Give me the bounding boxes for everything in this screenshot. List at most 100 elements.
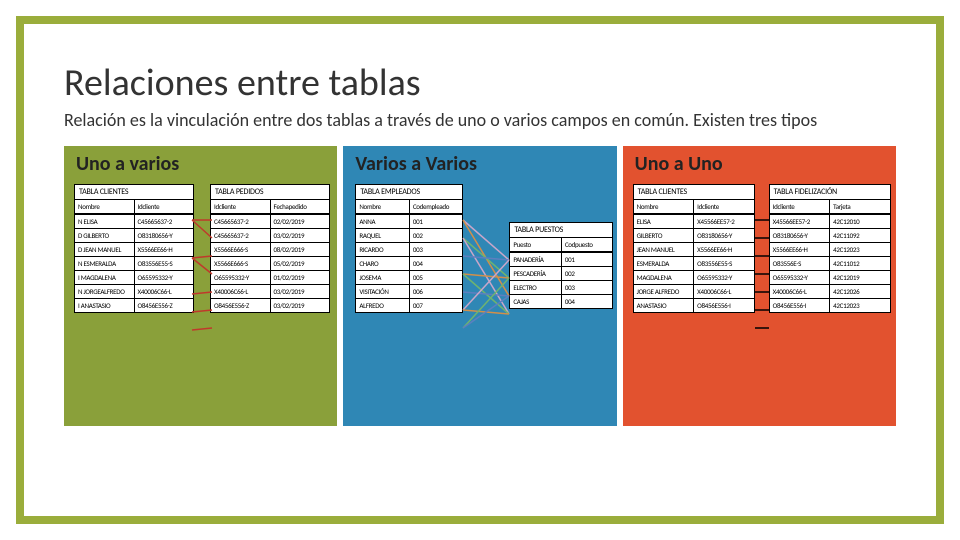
panel-title: Uno a varios xyxy=(72,152,329,176)
table-row: O83556E-S42C11012 xyxy=(770,256,890,270)
table-cell: N JORGEALFREDO xyxy=(75,285,135,298)
table-cell: 42C12010 xyxy=(830,215,890,228)
table-cell: 42C11012 xyxy=(830,257,890,270)
table-cell: JEAN MANUEL xyxy=(634,243,695,256)
table-cell: N ESMERALDA xyxy=(75,257,135,270)
table-row: O65595332-Y42C12019 xyxy=(770,270,890,284)
table-row: X5566EE66-H42C12023 xyxy=(770,242,890,256)
table-header-cell: Codempleado xyxy=(410,200,463,213)
mini-table: TABLA CLIENTESNombreIdclienteELISAX45566… xyxy=(633,184,755,313)
table-cell: 03/02/2019 xyxy=(271,299,330,312)
table-row: O83180656-Y42C11092 xyxy=(770,228,890,242)
table-cell: 03/02/2019 xyxy=(271,285,330,298)
table-row: X45566EE57-242C12010 xyxy=(770,214,890,228)
table-cell: 05/02/2019 xyxy=(271,257,330,270)
table-title: TABLA PUESTOS xyxy=(510,223,612,238)
table-cell: O83556E55-S xyxy=(135,257,194,270)
panel-body: TABLA CLIENTESNombreIdclienteN ELISAC456… xyxy=(72,182,329,418)
table-row: RAQUEL002 xyxy=(356,228,462,242)
table-header-cell: Nombre xyxy=(75,200,135,213)
table-cell: D GILBERTO xyxy=(75,229,135,242)
mini-table: TABLA CLIENTESNombreIdclienteN ELISAC456… xyxy=(74,184,194,313)
table-cell: X40006C66-L xyxy=(770,285,831,298)
table-cell: 004 xyxy=(562,295,613,308)
table-cell: O8456E556-Z xyxy=(135,299,194,312)
relation-panel: Uno a UnoTABLA CLIENTESNombreIdclienteEL… xyxy=(623,146,896,426)
table-cell: 42C12026 xyxy=(830,285,890,298)
columns-container: Uno a variosTABLA CLIENTESNombreIdclient… xyxy=(64,146,896,426)
table-row: D JEAN MANUELX5566EE66-H xyxy=(75,242,193,256)
table-cell: 002 xyxy=(410,229,463,242)
table-cell: X5566E666-S xyxy=(211,243,271,256)
table-row: ALFREDO007 xyxy=(356,298,462,312)
table-cell: X45566EE57-2 xyxy=(770,215,831,228)
table-header-cell: Tarjeta xyxy=(830,200,890,213)
table-row: CHARO004 xyxy=(356,256,462,270)
table-cell: C45665637-2 xyxy=(211,229,271,242)
table-cell: N ELISA xyxy=(75,215,135,228)
table-row: JEAN MANUELX5566EE66-H xyxy=(634,242,754,256)
table-cell: O83180656-Y xyxy=(770,229,831,242)
table-cell: 007 xyxy=(410,299,463,312)
table-cell: X5566EE66-H xyxy=(135,243,194,256)
table-title: TABLA CLIENTES xyxy=(75,185,193,200)
table-header-cell: Idcliente xyxy=(694,200,754,213)
table-header-cell: Idcliente xyxy=(135,200,194,213)
table-cell: O65595332-Y xyxy=(770,271,831,284)
table-row: CAJAS004 xyxy=(510,294,612,308)
table-cell: ELECTRO xyxy=(510,281,562,294)
table-row: I ANASTASIOO8456E556-Z xyxy=(75,298,193,312)
table-cell: 003 xyxy=(410,243,463,256)
table-cell: O65595332-Y xyxy=(694,271,754,284)
table-cell: I ANASTASIO xyxy=(75,299,135,312)
table-cell: 001 xyxy=(562,253,613,266)
table-cell: X45566EE57-2 xyxy=(694,215,754,228)
table-cell: MAGDALENA xyxy=(634,271,695,284)
table-cell: ESMERALDA xyxy=(634,257,695,270)
table-row: X40006C66-L42C12026 xyxy=(770,284,890,298)
table-header-cell: Fechapedido xyxy=(271,200,330,213)
table-row: N ELISAC45665637-2 xyxy=(75,214,193,228)
table-cell: RICARDO xyxy=(356,243,410,256)
mini-table: TABLA PUESTOSPuestoCodpuestoPANADERÍA001… xyxy=(509,222,613,309)
table-cell: X40006C66-L xyxy=(135,285,194,298)
table-row: D GILBERTOO83180656-Y xyxy=(75,228,193,242)
slide-frame: Relaciones entre tablas Relación es la v… xyxy=(16,16,944,524)
table-row: ESMERALDAO83556E55-S xyxy=(634,256,754,270)
table-row: O8456E556-I42C12023 xyxy=(770,298,890,312)
table-cell: 006 xyxy=(410,285,463,298)
table-row: X40006C66-L03/02/2019 xyxy=(211,284,329,298)
table-cell: 01/02/2019 xyxy=(271,271,330,284)
table-cell: 004 xyxy=(410,257,463,270)
table-cell: ALFREDO xyxy=(356,299,410,312)
table-title: TABLA CLIENTES xyxy=(634,185,754,200)
table-cell: RAQUEL xyxy=(356,229,410,242)
table-cell: O83556E55-S xyxy=(694,257,754,270)
table-cell: PANADERÍA xyxy=(510,253,562,266)
relation-panel: Uno a varios TABLA CLIENTESNombreIdclient… xyxy=(64,146,337,426)
table-cell: X5566EE66-H xyxy=(770,243,831,256)
table-cell: 005 xyxy=(410,271,463,284)
table-row: JOSEMA005 xyxy=(356,270,462,284)
table-cell: GILBERTO xyxy=(634,229,695,242)
table-cell: C45665637-2 xyxy=(211,215,271,228)
table-row: X5566E666-S08/02/2019 xyxy=(211,242,329,256)
panel-title: Varios a Varios xyxy=(351,152,608,176)
table-cell: 001 xyxy=(410,215,463,228)
table-row: PANADERÍA001 xyxy=(510,252,612,266)
table-row: PESCADERÍA002 xyxy=(510,266,612,280)
table-cell: JOSEMA xyxy=(356,271,410,284)
table-cell: ELISA xyxy=(634,215,695,228)
table-row: I MAGDALENAO65595332-Y xyxy=(75,270,193,284)
slide-subtitle: Relación es la vinculación entre dos tab… xyxy=(64,108,896,132)
table-cell: O83180656-Y xyxy=(135,229,194,242)
table-row: ELECTRO003 xyxy=(510,280,612,294)
table-cell: ANNA xyxy=(356,215,410,228)
table-cell: 42C12023 xyxy=(830,299,890,312)
table-cell: VISITACIÓN xyxy=(356,285,410,298)
table-cell: 002 xyxy=(562,267,613,280)
table-row: GILBERTOO83180656-Y xyxy=(634,228,754,242)
table-row: MAGDALENAO65595332-Y xyxy=(634,270,754,284)
table-cell: PESCADERÍA xyxy=(510,267,562,280)
table-title: TABLA EMPLEADOS xyxy=(356,185,462,200)
